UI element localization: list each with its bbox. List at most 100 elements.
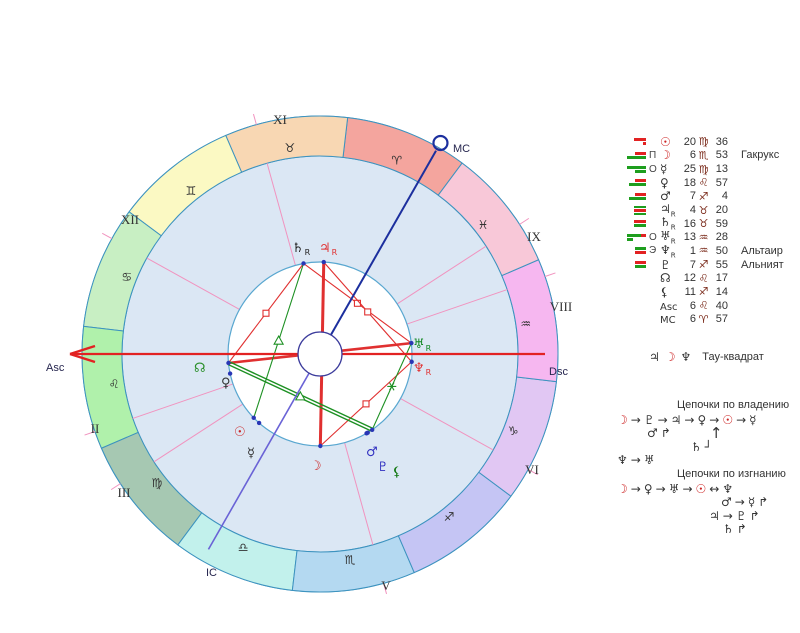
fixed-star-name: Гакрукс [741, 149, 780, 162]
sign-glyph-leo: ♌ [109, 377, 120, 391]
zodiac-segment-pisces [437, 162, 540, 277]
chain-line: ♄ ↱ [617, 523, 786, 537]
aspect-dot-sun [251, 415, 256, 421]
asc-arrowhead [69, 352, 96, 364]
minute-value: 59 [715, 217, 728, 230]
hub-circle [297, 331, 343, 377]
house-cusp-stub-III [110, 483, 121, 491]
planet-table-row: MC 6 ♈ 57 [616, 312, 784, 327]
sign-glyph-capricorn: ♑ [508, 424, 519, 438]
chain-token: → [657, 412, 668, 427]
planet-symbol: ♂ [660, 189, 671, 204]
planet-glyph-node: ☊ [194, 361, 206, 376]
chain-token: → [630, 453, 641, 468]
tau-square-planet-glyph: ☽ [664, 350, 676, 364]
sign-symbol: ♈ [698, 312, 709, 326]
rulership-chains-block: Цепочки по владению ☽ → ♇ → ♃ → ♀ → ☉ → ☿ ♂ ↱ ↑ ♄ ┘ ♆ → ♅ [617, 399, 789, 467]
sign-symbol: ♐ [698, 258, 709, 272]
dignity-letter: Э [649, 245, 657, 257]
chain-token: ↱ [758, 495, 769, 510]
exile-chains-title: Цепочки по изгнанию [677, 468, 786, 480]
dignity-strength-bars [616, 261, 646, 269]
aspect-dot-jupiter [321, 259, 326, 265]
minute-value: 57 [715, 176, 728, 189]
planet-table-row: Asc 6 ♌ 40 [616, 299, 784, 313]
chain-token: → [630, 412, 641, 427]
planet-table-row: ♇ 7 ♐ 55 Альният [616, 258, 784, 272]
planet-symbol: ☽ [660, 148, 671, 163]
house-cusp-stub-VI [527, 468, 539, 476]
dsc-label: Dsc [549, 366, 568, 378]
sign-symbol: ♌ [698, 176, 709, 190]
minute-value: 55 [715, 258, 728, 271]
sign-symbol: ♐ [698, 189, 709, 203]
aspect-dot-saturn [301, 261, 306, 266]
planet-glyph-mars: ♂ [366, 445, 378, 460]
asc-label: Asc [46, 362, 65, 374]
sign-glyph-virgo: ♍ [151, 476, 162, 490]
degree-value: 6 [689, 149, 696, 162]
degree-value: 16 [683, 217, 696, 230]
rulership-chains-title: Цепочки по владению [677, 399, 790, 411]
degree-value: 7 [689, 258, 696, 271]
sign-glyph-libra: ♎ [238, 540, 249, 554]
tau-square-label: Тау-квадрат [702, 351, 764, 363]
rulership-chains-lines: ☽ → ♇ → ♃ → ♀ → ☉ → ☿ ♂ ↱ ↑ ♄ ┘ ♆ → ♅ [617, 413, 789, 467]
house-cusp-line-VIII [406, 289, 508, 325]
chain-token: ☿ [749, 412, 757, 427]
house-cusp-line-II [132, 383, 234, 419]
planet-table-row: ☊ 12 ♌ 17 [616, 271, 784, 285]
dignity-strength-bars [616, 151, 646, 159]
chain-line: ♂ → ☿ ↱ [617, 496, 786, 510]
minute-value: 4 [721, 190, 728, 203]
minute-value: 14 [715, 285, 728, 298]
degree-value: 6 [689, 313, 696, 326]
chain-token: → [655, 481, 666, 496]
chain-token: ☉ [722, 412, 734, 427]
tau-square-planet-glyph: ♃ [649, 350, 660, 364]
chain-token: → [682, 481, 693, 496]
square-aspect-icon [362, 400, 370, 408]
aspect-dot-mercury [256, 420, 262, 426]
chain-token: ↑ [709, 423, 723, 442]
square-aspect-icon [262, 309, 270, 317]
house-numeral-VIII: VIII [550, 299, 572, 314]
chain-token: ↱ [749, 508, 760, 523]
exile-chains-block: Цепочки по изгнанию ☽ → ♀ → ♅ → ☉ ↔ ♆ ♂ → ☿ ↱ ♃ → ♇ ↱ ♄ ↱ [617, 468, 786, 536]
planet-symbol: Asc [660, 301, 678, 313]
chain-line: ♂ ↱ ↑ [617, 423, 789, 442]
chain-token: ♄ [691, 439, 702, 454]
minute-value: 28 [715, 231, 728, 244]
degree-value: 20 [683, 135, 696, 148]
planet-symbol: ♅R [660, 229, 676, 246]
mc-axis [330, 150, 437, 336]
dignity-letter: О [649, 163, 657, 175]
minute-value: 40 [715, 299, 728, 312]
minute-value: 13 [715, 163, 728, 176]
house-numeral-V: V [381, 578, 391, 593]
asc-arrowhead [69, 344, 96, 356]
dignity-strength-bars [616, 192, 646, 200]
aspect-dot-pluto [365, 430, 370, 435]
chain-token: ♃ [670, 412, 682, 427]
dignity-strength-bars [616, 165, 646, 173]
degree-value: 11 [684, 285, 696, 298]
house-cusp-stub-II [84, 431, 96, 436]
aspect-configuration-row: ♃ ☽ ♆ Тау-квадрат [649, 350, 764, 364]
minute-value: 53 [715, 149, 728, 162]
sign-glyph-cancer: ♋ [121, 270, 132, 284]
degree-value: 25 [683, 163, 696, 176]
aspect-dot-lilith [369, 427, 375, 432]
planet-glyph-mercury: ☿ [247, 446, 255, 461]
house-numeral-IX: IX [527, 229, 541, 244]
aspect-dot-neptune [409, 359, 414, 364]
degree-value: 6 [689, 299, 696, 312]
sextile-aspect-icon [389, 382, 395, 391]
minute-value: 17 [715, 272, 728, 285]
planet-symbol: ♆R [660, 242, 676, 260]
chain-token: ♆ [617, 453, 628, 468]
chain-line: ♃ → ♇ ↱ [617, 509, 786, 523]
chain-token: → [630, 481, 641, 496]
